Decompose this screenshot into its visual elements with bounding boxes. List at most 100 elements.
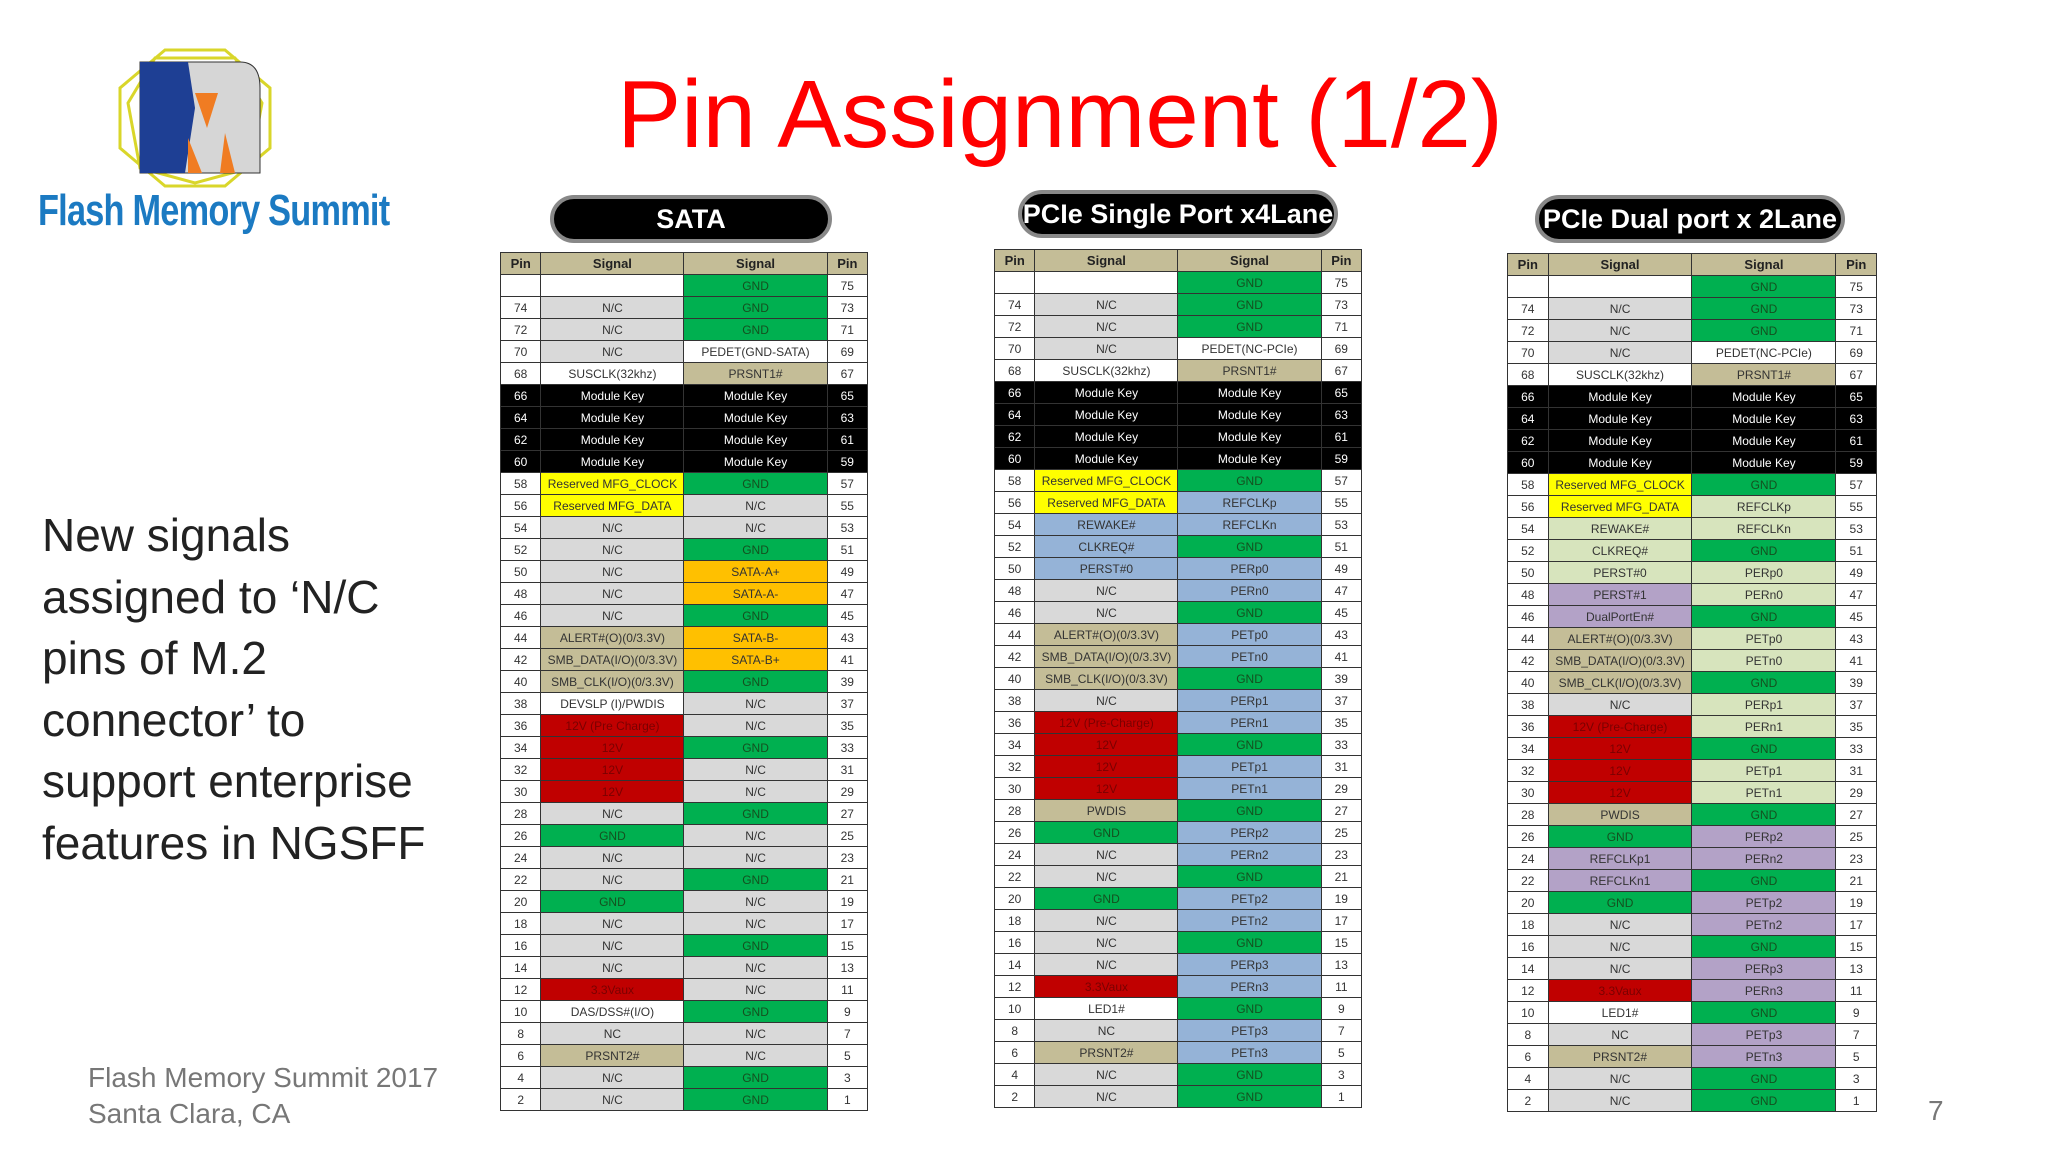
pin-number: 13 [1320, 953, 1363, 976]
pin-number: 6 [993, 1041, 1036, 1064]
pin-number: 59 [1835, 451, 1877, 474]
pin-number: 9 [1320, 997, 1363, 1020]
signal-cell: GND [683, 868, 828, 891]
signal-cell: PETn0 [1177, 645, 1322, 668]
pin-number: 53 [826, 516, 869, 539]
pin-number: 29 [826, 780, 869, 803]
page-number: 7 [1928, 1095, 1944, 1126]
column-header: Signal [1034, 249, 1179, 272]
signal-cell: N/C [1034, 579, 1179, 602]
signal-cell: GND [683, 736, 828, 759]
pin-row: 70 N/C PEDET(GND-SATA) 69 [499, 340, 869, 363]
signal-cell: ALERT#(O)(0/3.3V) [1547, 627, 1693, 650]
pin-row: 70 N/C PEDET(NC-PCIe) 69 [1507, 341, 1877, 364]
signal-cell: N/C [540, 1088, 685, 1111]
sata-label: SATA [550, 195, 832, 243]
pin-number: 35 [826, 714, 869, 737]
pin-row: 14 N/C PERp3 13 [993, 953, 1363, 976]
pin-row: 2 N/C GND 1 [499, 1088, 869, 1111]
signal-cell: Module Key [1177, 403, 1322, 426]
signal-cell: PERp3 [1691, 957, 1837, 980]
pin-row: 42 SMB_DATA(I/O)(0/3.3V) PETn0 41 [993, 645, 1363, 668]
pin-number: 58 [499, 472, 542, 495]
pin-number: 27 [1835, 803, 1877, 826]
pin-row: 44 ALERT#(O)(0/3.3V) PETp0 43 [993, 623, 1363, 646]
pin-row: 52 CLKREQ# GND 51 [993, 535, 1363, 558]
signal-cell: N/C [1034, 1085, 1179, 1108]
pin-row: 44 ALERT#(O)(0/3.3V) PETp0 43 [1507, 627, 1877, 650]
signal-cell: N/C [1547, 913, 1693, 936]
pin-number: 73 [826, 296, 869, 319]
pin-row: 10 LED1# GND 9 [993, 997, 1363, 1020]
pin-row: 54 N/C N/C 53 [499, 516, 869, 539]
pin-row: 14 N/C PERp3 13 [1507, 957, 1877, 980]
pin-number: 2 [993, 1085, 1036, 1108]
pin-number: 48 [499, 582, 542, 605]
pin-row: 24 N/C N/C 23 [499, 846, 869, 869]
signal-cell: N/C [540, 582, 685, 605]
pin-row: 50 PERST#0 PERp0 49 [1507, 561, 1877, 584]
pin-number: 25 [826, 824, 869, 847]
signal-cell: GND [1691, 1001, 1837, 1024]
signal-cell: GND [1177, 799, 1322, 822]
pin-number: 55 [826, 494, 869, 517]
signal-cell: Reserved MFG_CLOCK [540, 472, 685, 495]
signal-cell: PRSNT1# [1177, 359, 1322, 382]
pin-number: 64 [1507, 407, 1549, 430]
signal-cell: PERn1 [1691, 715, 1837, 738]
pin-number: 42 [499, 648, 542, 671]
signal-cell: SATA-A+ [683, 560, 828, 583]
pin-number: 40 [499, 670, 542, 693]
pin-number: 40 [993, 667, 1036, 690]
signal-cell: GND [1177, 469, 1322, 492]
pin-number: 72 [499, 318, 542, 341]
pin-row: 24 REFCLKp1 PERn2 23 [1507, 847, 1877, 870]
signal-cell: REFCLKn1 [1547, 869, 1693, 892]
pin-number: 70 [993, 337, 1036, 360]
pin-number: 18 [993, 909, 1036, 932]
pin-number: 65 [826, 384, 869, 407]
pin-number: 47 [826, 582, 869, 605]
signal-cell: PERST#1 [1547, 583, 1693, 606]
signal-cell: GND [1034, 821, 1179, 844]
signal-cell: N/C [1547, 297, 1693, 320]
pin-number: 57 [1835, 473, 1877, 496]
pin-number: 62 [993, 425, 1036, 448]
signal-cell: GND [1691, 1089, 1837, 1112]
signal-cell: NC [1547, 1023, 1693, 1046]
signal-cell: PERp3 [1177, 953, 1322, 976]
pin-number: 50 [1507, 561, 1549, 584]
signal-cell: PETp0 [1177, 623, 1322, 646]
pin-number: 13 [826, 956, 869, 979]
pin-row: 50 PERST#0 PERp0 49 [993, 557, 1363, 580]
pin-number: 1 [1835, 1089, 1877, 1112]
signal-cell: GND [683, 1000, 828, 1023]
signal-cell: N/C [540, 318, 685, 341]
signal-cell: GND [1177, 535, 1322, 558]
signal-cell: PETp0 [1691, 627, 1837, 650]
pin-row: 70 N/C PEDET(NC-PCIe) 69 [993, 337, 1363, 360]
pin-number: 4 [993, 1063, 1036, 1086]
signal-cell: PERST#0 [1034, 557, 1179, 580]
signal-cell: 12V [1547, 737, 1693, 760]
pin-number: 1 [1320, 1085, 1363, 1108]
pin-number: 44 [993, 623, 1036, 646]
signal-cell: PERp2 [1691, 825, 1837, 848]
signal-cell: PETn0 [1691, 649, 1837, 672]
signal-cell: 12V [540, 758, 685, 781]
pin-number: 71 [826, 318, 869, 341]
pin-number: 43 [1835, 627, 1877, 650]
signal-cell: N/C [540, 560, 685, 583]
pin-number: 72 [993, 315, 1036, 338]
pin-number: 67 [826, 362, 869, 385]
signal-cell: N/C [1034, 337, 1179, 360]
column-header: Pin [1507, 253, 1549, 276]
pin-number: 44 [499, 626, 542, 649]
signal-cell: GND [1177, 997, 1322, 1020]
signal-cell: N/C [1547, 957, 1693, 980]
pin-number: 61 [1835, 429, 1877, 452]
signal-cell: N/C [540, 1066, 685, 1089]
signal-cell: N/C [540, 516, 685, 539]
pin-number: 58 [1507, 473, 1549, 496]
pin-row: 56 Reserved MFG_DATA REFCLKp 55 [1507, 495, 1877, 518]
